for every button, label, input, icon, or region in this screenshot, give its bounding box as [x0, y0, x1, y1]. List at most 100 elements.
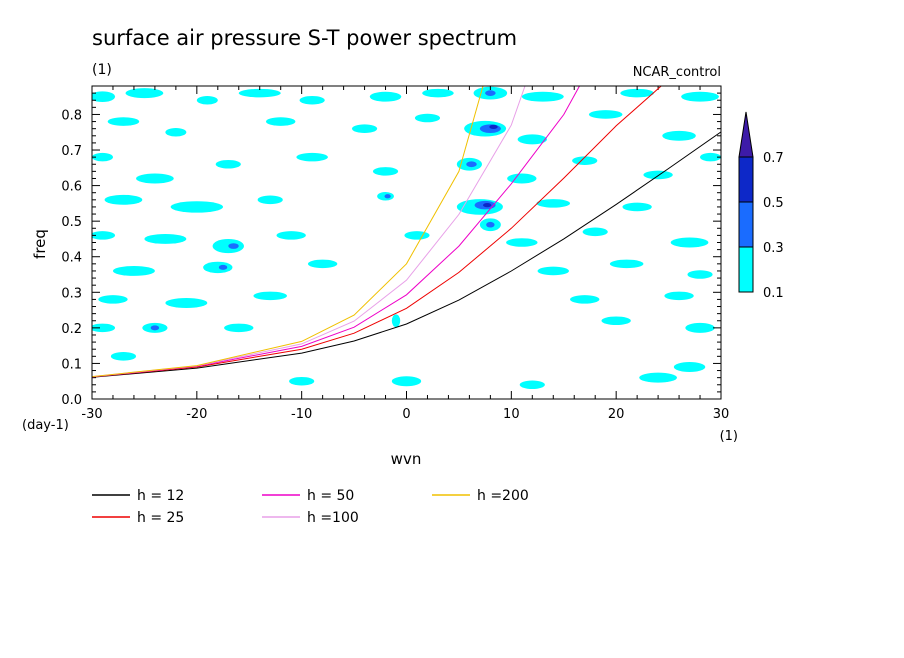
- contour-patch: [110, 352, 137, 361]
- contour-patch: [92, 152, 113, 162]
- contour-patch: [276, 231, 306, 240]
- y-tick-labels: 0.0 0.1 0.2 0.3 0.4 0.5 0.6 0.7 0.8: [61, 108, 82, 408]
- x-tick-label: -30: [81, 407, 102, 422]
- colorbar-band: [738, 201, 754, 248]
- colorbar: 0.1 0.3 0.5 0.7: [738, 111, 784, 301]
- contour-patch: [700, 152, 721, 162]
- x-tick-label: -10: [291, 407, 312, 422]
- contour-patch: [253, 291, 287, 301]
- y-tick-label: 0.2: [61, 322, 82, 337]
- chart-subtitle-right: NCAR_control: [633, 65, 721, 80]
- contour-patch: [404, 231, 430, 240]
- y-tick-label: 0.3: [61, 286, 82, 301]
- legend-label: h =100: [307, 510, 359, 526]
- contour-patch: [673, 362, 706, 372]
- series-line: [92, 131, 721, 378]
- contour-patch: [92, 323, 116, 333]
- colorbar-label: 0.7: [763, 151, 784, 166]
- chart-subtitle-left: (1): [92, 62, 112, 78]
- y-axis-unit: (day-1): [22, 418, 69, 433]
- contour-patch: [307, 259, 338, 269]
- contour-patch: [125, 88, 164, 99]
- y-tick-label: 0.5: [61, 215, 82, 230]
- contour-patch: [414, 113, 441, 123]
- contour-patch: [266, 117, 296, 126]
- contour-patch: [218, 264, 228, 270]
- contour-patch: [507, 173, 537, 184]
- x-tick-label: 10: [503, 407, 520, 422]
- series-line: [92, 86, 484, 378]
- contour-patch: [238, 88, 281, 98]
- x-tick-label: -20: [186, 407, 207, 422]
- contour-patch: [670, 237, 709, 248]
- contour-patch: [485, 90, 496, 96]
- contour-patch: [506, 238, 538, 247]
- series-line: [92, 86, 662, 378]
- contour-patch: [257, 195, 283, 205]
- contour-patch: [422, 88, 454, 98]
- colorbar-band: [738, 156, 754, 203]
- contour-patch: [519, 380, 545, 390]
- chart-title: surface air pressure S-T power spectrum: [92, 26, 517, 50]
- dispersion-curves: [92, 86, 721, 378]
- contour-patch: [639, 372, 677, 383]
- contour-patch: [98, 295, 128, 304]
- axis-ticks: [91, 85, 722, 400]
- colorbar-label: 0.3: [763, 241, 784, 256]
- contour-patch: [215, 159, 241, 169]
- contour-patch: [620, 88, 654, 98]
- contour-patch: [112, 265, 155, 276]
- contour-patch: [662, 130, 696, 141]
- contour-patch: [351, 124, 378, 133]
- contour-patch: [622, 202, 652, 212]
- contour-patch: [92, 231, 116, 240]
- contour-patch: [391, 314, 401, 328]
- contour-patch: [196, 95, 218, 105]
- contour-patch: [144, 233, 187, 244]
- y-tick-label: 0.4: [61, 251, 82, 266]
- series-line: [92, 86, 526, 378]
- legend-label: h = 50: [307, 488, 354, 504]
- contour-patch: [643, 170, 673, 180]
- contour-patch: [203, 261, 233, 274]
- contour-patch: [150, 325, 160, 331]
- contour-patch: [537, 266, 569, 276]
- y-tick-label: 0.6: [61, 180, 82, 195]
- contour-patches: [92, 86, 721, 390]
- legend-label: h =200: [477, 488, 529, 504]
- contour-patch: [107, 117, 140, 126]
- x-tick-labels: -30 -20 -10 0 10 20 30: [81, 407, 729, 422]
- x-tick-label: 20: [608, 407, 625, 422]
- contour-patch: [536, 199, 571, 208]
- x-tick-label: 0: [402, 407, 410, 422]
- contour-patch: [372, 167, 399, 176]
- x-tick-label: 30: [713, 407, 730, 422]
- contour-patch: [483, 203, 492, 208]
- contour-patch: [486, 221, 495, 228]
- colorbar-band: [738, 246, 754, 293]
- y-tick-label: 0.0: [61, 393, 82, 408]
- contour-patch: [685, 322, 715, 333]
- contour-patch: [664, 291, 694, 301]
- contour-patch: [170, 201, 224, 213]
- colorbar-label: 0.5: [763, 196, 784, 211]
- contour-patch: [609, 259, 644, 269]
- contour-patch: [92, 91, 116, 103]
- contour-patch: [369, 91, 402, 102]
- contour-patch: [299, 95, 325, 105]
- contour-patch: [104, 194, 143, 205]
- colorbar-extension: [738, 111, 754, 158]
- contour-patch: [681, 91, 719, 102]
- legend: h = 12 h = 25 h = 50 h =100 h =200: [92, 488, 529, 526]
- contour-patch: [601, 316, 631, 326]
- plot-frame: [91, 85, 722, 400]
- legend-label: h = 12: [137, 488, 184, 504]
- contour-patch: [384, 194, 391, 199]
- contour-patch: [289, 376, 315, 386]
- y-tick-label: 0.7: [61, 144, 82, 159]
- colorbar-label: 0.1: [763, 286, 784, 301]
- legend-label: h = 25: [137, 510, 184, 526]
- contour-patch: [165, 297, 208, 308]
- series-line: [92, 86, 580, 378]
